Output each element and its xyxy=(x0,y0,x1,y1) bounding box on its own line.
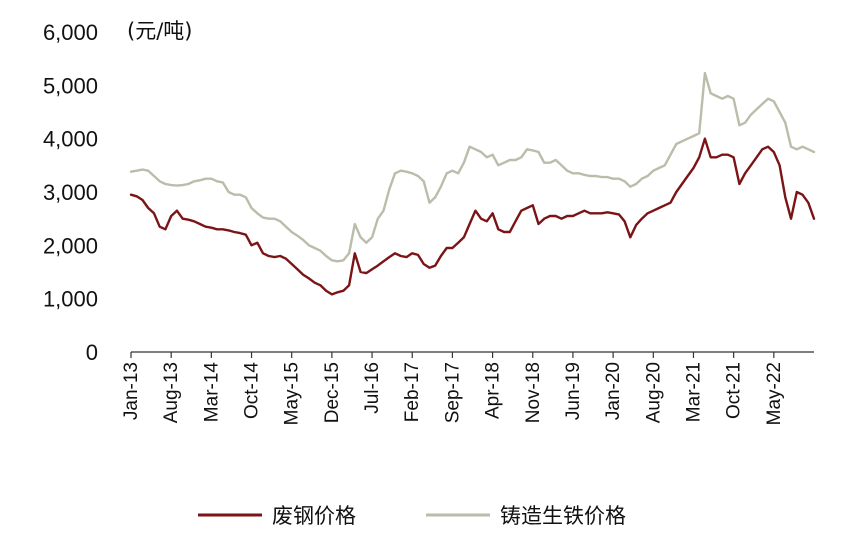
y-tick-label: 3,000 xyxy=(43,180,98,205)
x-tick-label: Apr-18 xyxy=(483,362,504,419)
x-tick-label: May-22 xyxy=(764,362,785,425)
legend: 废钢价格 铸造生铁价格 xyxy=(198,504,626,528)
y-tick-label: 1,000 xyxy=(43,287,98,312)
y-tick-label: 4,000 xyxy=(43,127,98,152)
y-axis-ticks: 0 1,000 2,000 3,000 4,000 5,000 6,000 xyxy=(43,20,98,365)
series-line-scrap-steel xyxy=(129,137,816,296)
x-tick-label: Mar-21 xyxy=(683,362,704,422)
y-tick-label: 6,000 xyxy=(43,20,98,45)
y-tick-label: 2,000 xyxy=(43,233,98,258)
y-unit-label: (元/吨) xyxy=(127,19,192,43)
series-lines xyxy=(129,71,816,296)
x-tick-label: Oct-21 xyxy=(724,362,745,419)
x-axis-ticks: Jan-13 Aug-13 Mar-14 Oct-14 May-15 Dec-15 Jul-… xyxy=(121,352,785,425)
x-tick-label: Jan-20 xyxy=(603,362,624,420)
x-tick-label: Sep-17 xyxy=(442,362,463,423)
x-tick-label: May-15 xyxy=(282,362,303,425)
x-tick-label: Mar-14 xyxy=(201,362,222,423)
x-tick-label: Aug-13 xyxy=(161,362,182,423)
x-tick-label: Dec-15 xyxy=(322,362,343,423)
x-tick-label: Feb-17 xyxy=(402,362,423,422)
x-tick-label: Nov-18 xyxy=(523,362,544,423)
legend-label-foundry-pig-iron: 铸造生铁价格 xyxy=(500,504,626,528)
x-tick-label: Oct-14 xyxy=(242,362,263,419)
x-tick-label: Aug-20 xyxy=(643,362,664,423)
x-tick-label: Jul-16 xyxy=(362,362,383,414)
x-tick-label: Jan-13 xyxy=(121,362,142,420)
y-tick-label: 0 xyxy=(86,340,98,365)
x-tick-label: Jun-19 xyxy=(563,362,584,420)
legend-label-scrap-steel: 废钢价格 xyxy=(272,504,356,528)
y-tick-label: 5,000 xyxy=(43,73,98,98)
series-line-foundry-pig-iron xyxy=(129,71,816,263)
